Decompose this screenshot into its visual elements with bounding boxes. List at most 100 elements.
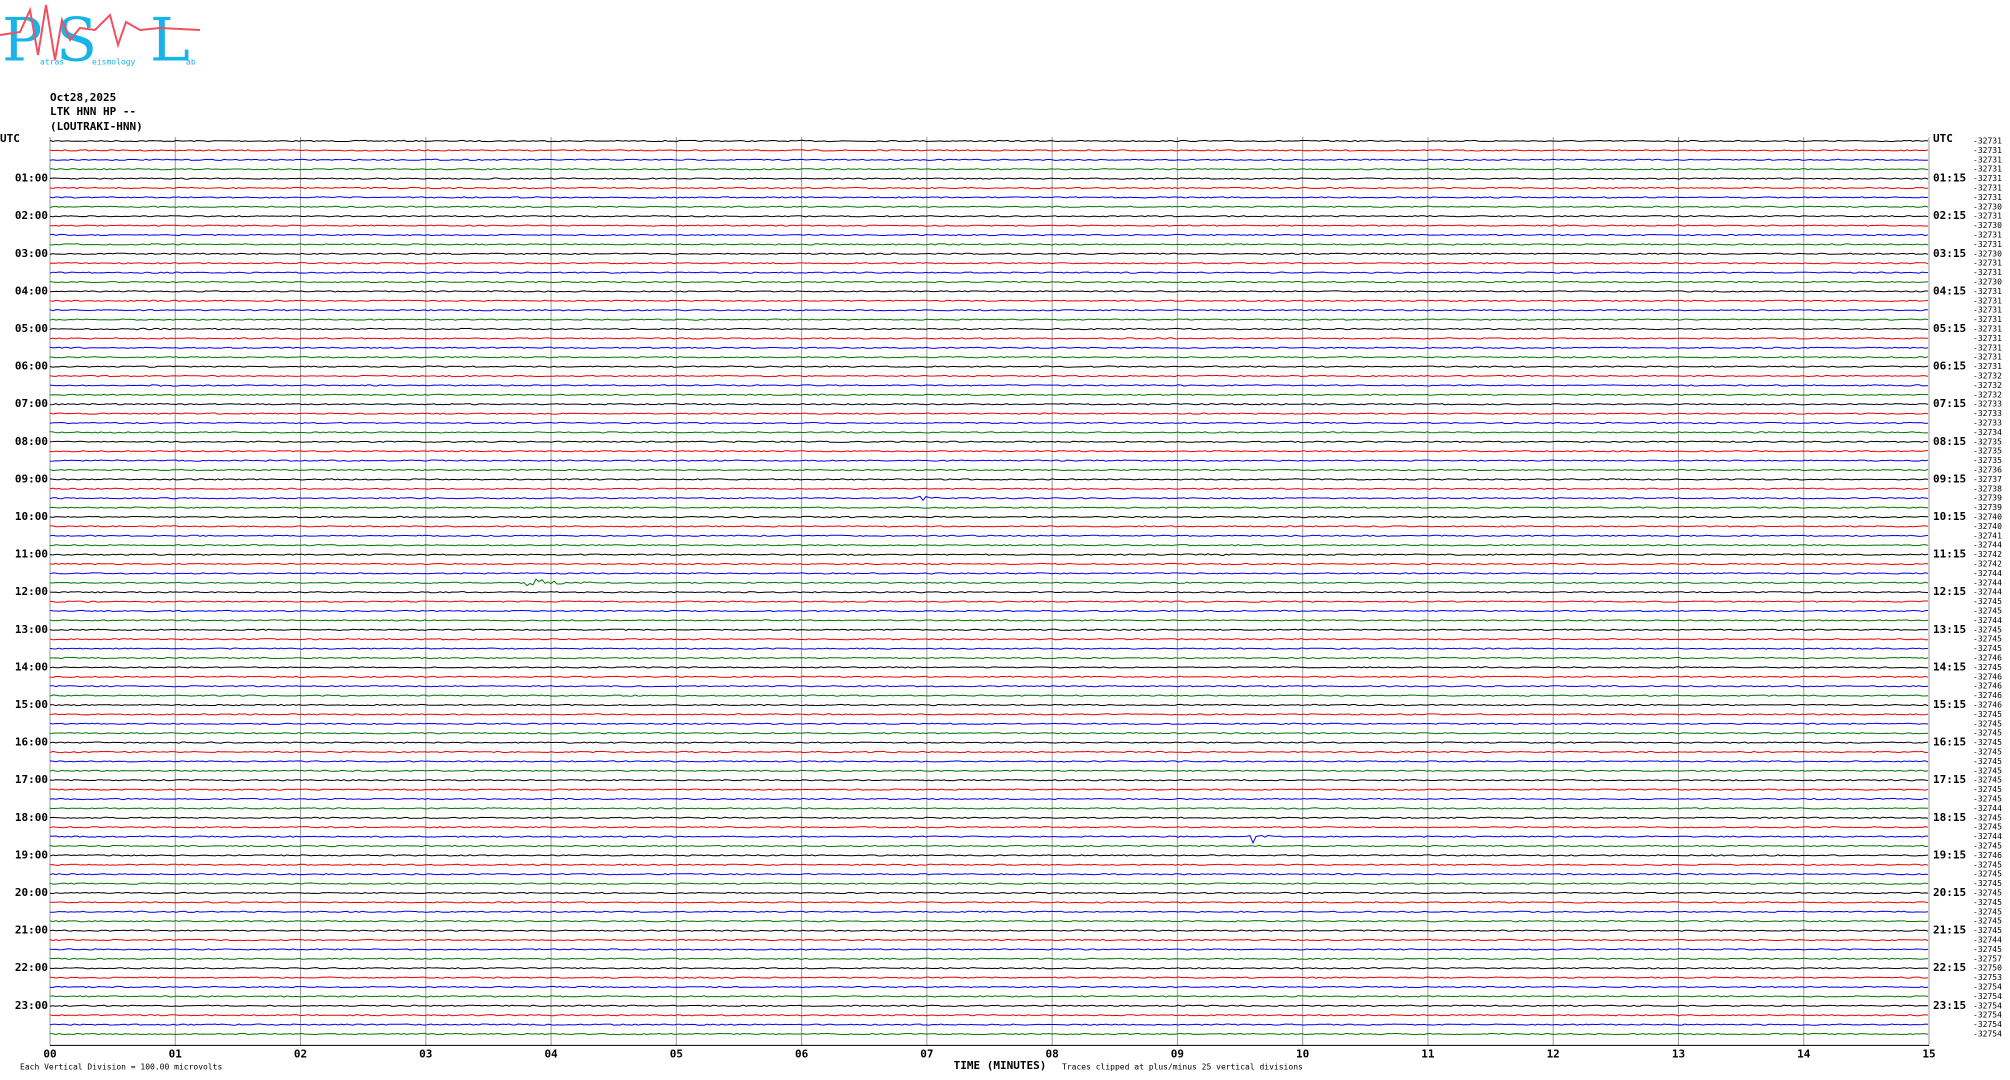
offset-label: -32745 [1973,842,2002,851]
hour-label-right: 03:15 [1933,247,1966,260]
offset-label: -32745 [1973,917,2002,926]
x-tick-label: 11 [1421,1047,1435,1060]
trace [49,553,1929,557]
offset-label: -32741 [1973,531,2002,540]
trace [50,525,1929,528]
hour-label-right: 13:15 [1933,623,1966,636]
offset-label: -32744 [1973,578,2002,587]
offset-label: -32742 [1973,550,2002,559]
offset-label: -32730 [1973,278,2002,287]
offset-label: -32731 [1973,137,2002,146]
hour-label: 06:00 [15,360,48,373]
trace [50,901,1929,904]
hour-label-right: 06:15 [1933,360,1966,373]
hour-label: 15:00 [15,698,48,711]
hour-label-right: 08:15 [1933,435,1966,448]
logo-wave [0,4,201,61]
logo-text: eismology [92,58,136,67]
offset-label: -32731 [1973,240,2002,249]
trace [49,891,1929,895]
hour-label: 05:00 [15,322,48,335]
hour-label-right: 02:15 [1933,209,1966,222]
x-tick-label: 08 [1046,1047,1059,1060]
offset-label: -32731 [1973,174,2002,183]
trace [49,309,1928,312]
offset-label: -32754 [1973,992,2002,1001]
offset-label: -32739 [1973,503,2002,512]
offset-label: -32731 [1973,155,2002,164]
hour-label-right: 21:15 [1933,924,1966,937]
hour-label-right: 18:15 [1933,811,1966,824]
trace [49,750,1929,754]
offset-label: -32754 [1973,1020,2002,1029]
x-tick-label: 04 [544,1047,558,1060]
trace [49,826,1929,829]
offset-label: -32735 [1973,456,2002,465]
offset-label: -32745 [1973,860,2002,869]
trace [49,882,1929,885]
offset-label: -32745 [1973,663,2002,672]
trace [50,233,1929,237]
trace [49,412,1929,415]
offset-label: -32734 [1973,428,2002,437]
hour-label: 19:00 [15,848,48,861]
hour-label-right: 22:15 [1933,961,1966,974]
offset-label: -32744 [1973,936,2002,945]
offset-label: -32733 [1973,409,2002,418]
offset-label: -32745 [1973,597,2002,606]
hour-label-right: 09:15 [1933,472,1966,485]
hour-label-right: 10:15 [1933,510,1966,523]
hour-label: UTC [0,132,20,145]
hour-label: 01:00 [15,172,48,185]
trace [49,356,1929,359]
trace [49,374,1929,378]
trace [50,685,1929,688]
trace [49,647,1929,650]
trace [49,1014,1929,1017]
trace [49,769,1929,772]
trace [49,854,1929,857]
offset-label: -32737 [1973,475,2002,484]
trace [49,666,1928,669]
trace [49,290,1928,293]
hour-label-right: 05:15 [1933,322,1966,335]
x-tick-label: 01 [169,1047,183,1060]
hour-label: 22:00 [15,961,48,974]
trace [49,139,1928,143]
clip-note: Traces clipped at plus/minus 25 vertical… [1062,1063,1303,1072]
offset-label: -32746 [1973,682,2002,691]
trace [49,403,1929,406]
offset-label: -32744 [1973,569,2002,578]
trace [49,384,1929,387]
hour-label: 03:00 [15,247,48,260]
trace [49,713,1929,716]
x-tick-label: 07 [920,1047,933,1060]
offset-label: -32745 [1973,738,2002,747]
offset-label: -32731 [1973,334,2002,343]
trace [49,299,1929,302]
trace [49,816,1929,819]
trace [49,1032,1929,1036]
trace [49,205,1929,208]
offset-label: -32731 [1973,343,2002,352]
trace [49,873,1929,876]
trace [49,495,1929,502]
trace [49,224,1929,227]
trace [49,1004,1929,1007]
trace [49,675,1929,678]
offset-label: -32745 [1973,879,2002,888]
offset-label: -32731 [1973,259,2002,268]
offset-label: -32746 [1973,672,2002,681]
offset-label: -32745 [1973,945,2002,954]
trace [49,619,1929,622]
hour-label: 08:00 [15,435,48,448]
offset-label: -32731 [1973,212,2002,221]
trace [49,431,1928,434]
trace [49,215,1929,218]
x-tick-label: 14 [1797,1047,1811,1060]
x-tick-label: 13 [1672,1047,1685,1060]
offset-label: -32754 [1973,983,2002,992]
hour-label-right: UTC [1933,132,1953,145]
offset-label: -32750 [1973,964,2002,973]
